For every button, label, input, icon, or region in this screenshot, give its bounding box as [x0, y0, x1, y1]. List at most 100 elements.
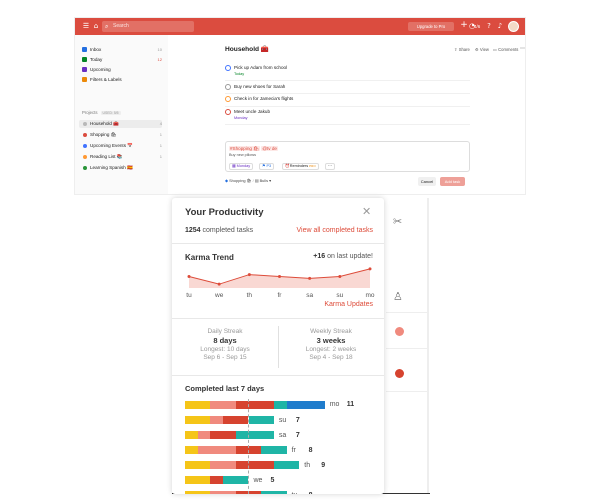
mention-tag: @tv de [261, 146, 278, 151]
divider [278, 326, 279, 368]
project-label: Reading List 📚 [90, 154, 123, 159]
add-user-icon[interactable]: ♙ [393, 290, 403, 303]
bar-segment [273, 461, 300, 469]
task-editor[interactable]: #Shopping 🛍 @tv de Buy new pillows ▦ Mon… [225, 141, 470, 172]
priority-button[interactable]: ⚑ P3 [259, 163, 275, 170]
divider [225, 124, 470, 125]
karma-value: 4/6 [474, 24, 481, 29]
menu-icon[interactable]: ☰ [82, 22, 90, 30]
view-button[interactable]: ⚙ View [475, 47, 489, 52]
divider [386, 312, 427, 313]
add-task-button[interactable]: Add task [440, 177, 465, 186]
karma-trend-chart: tu we th fr sa su mo [186, 267, 375, 299]
karma-trend-title: Karma Trend [185, 253, 234, 262]
tools-icon[interactable]: ✂ [393, 215, 403, 228]
project-count: 1 [159, 132, 162, 137]
daily-goal-line [248, 399, 249, 494]
add-task-icon[interactable]: + [460, 20, 468, 30]
reminders-button[interactable]: ⏰Reminders PRO [282, 163, 319, 170]
more-icon[interactable]: ⋯ [520, 46, 525, 52]
task-title: Buy new shoes for Sarah [234, 84, 286, 89]
project-label: Household 🧰 [90, 121, 119, 126]
bar-segment [235, 401, 274, 409]
task-checkbox[interactable] [225, 96, 231, 102]
sidebar-item-inbox[interactable]: Inbox 10 [82, 46, 162, 54]
view-all-completed-link[interactable]: View all completed tasks [296, 227, 373, 234]
task-checkbox[interactable] [225, 84, 231, 90]
divider [386, 391, 427, 392]
sidebar-item-upcoming[interactable]: Upcoming [82, 66, 162, 74]
date-picker-button[interactable]: ▦ Monday [229, 163, 254, 170]
sidebar-project-learning-spanish[interactable]: Learning Spanish 🇪🇸 [82, 164, 162, 172]
bar-segment [197, 446, 236, 454]
sidebar-project-upcoming-events[interactable]: Upcoming Events 📅 1 [82, 142, 162, 150]
comments-button[interactable]: ▭ Comments [493, 47, 518, 52]
task-title: Pick up Adam from school [234, 65, 288, 70]
sidebar-item-filters[interactable]: Filters & Labels [82, 76, 162, 84]
task-title: Meet uncle Jakub [234, 109, 271, 114]
bar-value-label: 11 [346, 401, 355, 408]
upgrade-button[interactable]: Upgrade to Pro [408, 22, 454, 31]
projects-header[interactable]: Projects USED: 5/5 [82, 110, 121, 115]
karma-point[interactable] [368, 267, 372, 271]
karma-tick-label: su [336, 292, 343, 299]
inbox-icon: ◆ [225, 178, 230, 183]
help-icon[interactable]: ? [487, 22, 491, 30]
sidebar-project-shopping[interactable]: Shopping 🛍 1 [82, 131, 162, 139]
flag-icon: ⚑ [262, 164, 267, 168]
task-checkbox[interactable] [225, 65, 231, 71]
divider [172, 318, 384, 319]
search-input[interactable]: ⌕ Search [102, 21, 194, 32]
bar-segment [248, 416, 274, 424]
alarm-icon: ⏰ [285, 164, 290, 168]
bar-day-label: th [304, 462, 311, 469]
bar-segment [210, 401, 236, 409]
share-label: Share [458, 47, 470, 52]
task-editor-input[interactable]: #Shopping 🛍 @tv de [229, 146, 278, 152]
close-icon[interactable]: ✕ [362, 205, 372, 218]
project-dot [83, 166, 87, 170]
productivity-panel: Your Productivity ✕ 1254 completed tasks… [172, 198, 384, 494]
completed-count: 1254 [185, 227, 201, 234]
calendar-icon [82, 57, 87, 62]
karma-point[interactable] [278, 275, 281, 278]
task-description[interactable]: Buy new pillows [229, 153, 257, 157]
home-icon[interactable]: ⌂ [93, 22, 99, 30]
bar-segment [185, 446, 198, 454]
task-due: Today [234, 72, 245, 76]
karma-point[interactable] [338, 275, 342, 278]
bar-segment [261, 491, 287, 494]
task-location[interactable]: ◆ Shopping 🛍 / ▤ Bulls ▾ [225, 178, 272, 183]
karma-point[interactable] [247, 273, 251, 277]
sidebar-item-today[interactable]: Today 12 [82, 56, 162, 64]
streak-title: Weekly Streak [310, 328, 352, 335]
karma-point[interactable] [308, 276, 312, 280]
karma-icon[interactable]: ◔ [468, 22, 476, 30]
sidebar-project-household[interactable]: Household 🧰 4 [79, 120, 162, 128]
weekly-streak: Weekly Streak 3 weeks Longest: 2 weeks S… [278, 328, 384, 363]
karma-updates-link[interactable]: Karma Updates [324, 301, 373, 308]
comment-icon: ▭ [493, 47, 499, 52]
bar-segment [210, 491, 236, 494]
search-icon: ⌕ [105, 23, 109, 30]
last-update-label: on last update! [327, 253, 373, 260]
bar-segment [261, 446, 287, 454]
karma-tick-label: tu [186, 292, 192, 299]
search-placeholder: Search [113, 23, 129, 29]
more-options-button[interactable]: ⋯ [325, 163, 335, 170]
task-checkbox[interactable] [225, 109, 231, 115]
bar-day-label: tu [292, 492, 298, 494]
cancel-button[interactable]: Cancel [418, 177, 436, 186]
pro-badge: PRO [309, 164, 316, 168]
bell-icon[interactable]: ♪ [497, 22, 503, 30]
share-button[interactable]: ⇪ Share [454, 47, 470, 52]
avatar[interactable] [508, 21, 519, 32]
streak-range: Sep 4 - Sep 18 [309, 354, 353, 362]
karma-point[interactable] [187, 275, 191, 278]
sidebar-project-reading-list[interactable]: Reading List 📚 1 [82, 153, 162, 161]
karma-area [189, 268, 370, 288]
bar-segment [185, 461, 211, 469]
status-dot [395, 327, 404, 336]
bar-segment [223, 416, 249, 424]
karma-point[interactable] [217, 282, 221, 286]
